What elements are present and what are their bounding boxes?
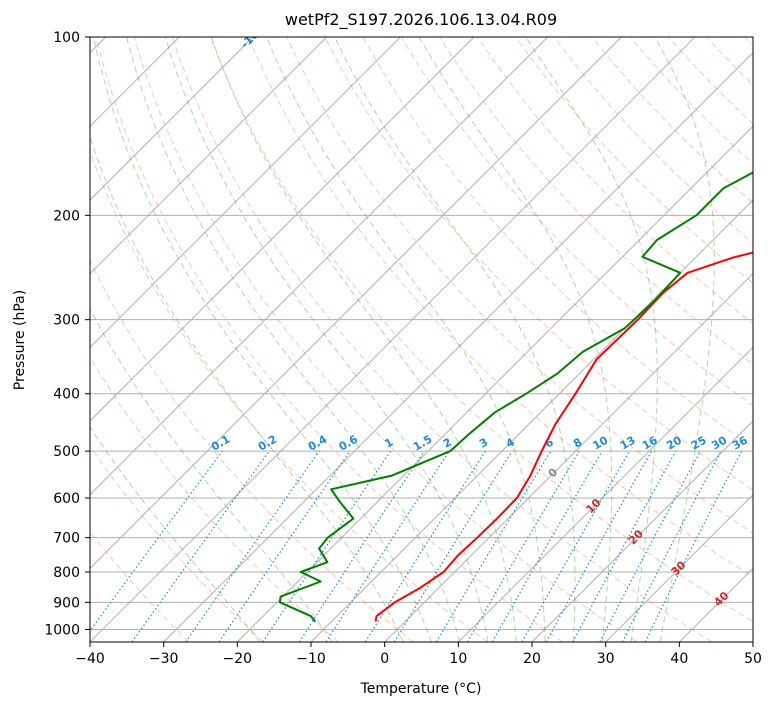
isotherm-line xyxy=(384,272,753,642)
moist-adiabat-line xyxy=(334,37,576,642)
isotherm-line xyxy=(605,493,753,642)
x-tick-label: 50 xyxy=(744,651,762,667)
y-tick-label: 200 xyxy=(53,208,80,224)
x-tick-label: −10 xyxy=(296,651,326,667)
dry-adiabat-line xyxy=(324,37,753,491)
temperature-profile-line xyxy=(374,251,753,622)
dry-adiabat-line xyxy=(591,37,753,204)
dry-adiabat-line xyxy=(133,37,638,642)
isotherm-line xyxy=(90,37,475,422)
dry-adiabat-line xyxy=(362,37,753,449)
dry-adiabat-line xyxy=(515,37,753,284)
isotherm-line xyxy=(457,346,753,642)
dry-adiabat-line xyxy=(477,37,753,325)
mixing-ratio-line xyxy=(393,450,513,642)
mixing-ratio-lines xyxy=(90,450,743,642)
dewpoint-profile-line xyxy=(278,171,753,623)
mixing-ratio-line xyxy=(545,450,653,642)
moist-adiabat-line xyxy=(164,37,489,642)
x-tick-label: 20 xyxy=(523,651,541,667)
y-tick-label: 900 xyxy=(53,595,80,611)
x-tick-label: 10 xyxy=(449,651,467,667)
isotherm-line xyxy=(90,37,254,201)
mixing-ratio-line xyxy=(435,450,552,642)
y-tick-label: 400 xyxy=(53,387,80,403)
dry-adiabat-line xyxy=(171,37,712,642)
y-tick-label: 500 xyxy=(53,444,80,460)
moist-adiabat-line xyxy=(90,135,404,642)
y-axis-label: Pressure (hPa) xyxy=(12,290,28,390)
y-tick-label: 100 xyxy=(53,30,80,46)
x-tick-label: −30 xyxy=(149,651,179,667)
isotherm-line xyxy=(163,51,753,642)
x-axis: −40 −30 −20 −10 0 10 20 30 40 50 xyxy=(75,642,762,667)
dry-adiabat-line xyxy=(210,37,753,623)
isotherm-line xyxy=(531,420,753,642)
x-tick-label: 40 xyxy=(670,651,688,667)
moist-adiabat-line xyxy=(90,426,261,642)
x-tick-label: 0 xyxy=(380,651,389,667)
mixing-ratio-line xyxy=(325,450,450,642)
moist-adiabat-line xyxy=(525,37,658,642)
chart-title: wetPf2_S197.2026.106.13.04.R09 xyxy=(285,10,557,30)
y-tick-label: 800 xyxy=(53,565,80,581)
plot-area: -100-90-80-70-60-50-40-30-20-10010203040… xyxy=(90,37,753,642)
isotherm-line xyxy=(310,199,753,642)
dry-adiabat-line xyxy=(400,37,753,407)
x-tick-label: −20 xyxy=(223,651,253,667)
y-tick-label: 1000 xyxy=(44,622,80,638)
mixing-ratio-line xyxy=(572,450,677,642)
moist-adiabat-line xyxy=(126,37,461,642)
dry-adiabat-line xyxy=(629,37,753,165)
y-tick-label: 300 xyxy=(53,313,80,329)
moist-adiabat-line xyxy=(92,37,432,642)
moist-adiabat-line xyxy=(654,37,715,642)
plot-frame xyxy=(89,36,754,643)
y-tick-label: 600 xyxy=(53,491,80,507)
profiles xyxy=(278,171,753,623)
dry-adiabats xyxy=(90,37,753,642)
mixing-ratio-line xyxy=(185,450,320,642)
mixing-ratio-line xyxy=(491,450,603,642)
dry-adiabat-line xyxy=(90,445,264,642)
mixing-ratio-line xyxy=(466,450,580,642)
isotherm-line xyxy=(236,125,753,642)
mixing-ratio-line xyxy=(131,450,270,642)
moist-adiabats xyxy=(90,37,715,642)
mixing-ratio-line xyxy=(521,450,631,642)
x-tick-label: −40 xyxy=(75,651,105,667)
isotherm-line xyxy=(90,37,328,275)
x-tick-label: 30 xyxy=(597,651,615,667)
x-axis-label: Temperature (°C) xyxy=(360,681,482,697)
isotherm-line xyxy=(90,37,696,642)
dry-adiabat-line xyxy=(95,37,563,642)
grid xyxy=(90,37,753,642)
isotherm-line xyxy=(90,37,622,570)
moist-adiabat-line xyxy=(266,37,546,642)
isotherm-line xyxy=(90,37,549,496)
isotherm-line xyxy=(90,37,401,349)
y-axis: 100 200 300 400 500 600 700 800 900 1000 xyxy=(44,30,90,638)
mixing-ratio-line xyxy=(90,450,223,632)
dry-adiabat-line xyxy=(90,259,414,642)
moist-adiabat-line xyxy=(418,37,613,642)
moist-adiabat-line xyxy=(90,308,333,642)
moist-adiabat-line xyxy=(210,37,517,642)
dry-adiabat-line xyxy=(248,37,753,578)
mixing-ratio-line xyxy=(218,450,351,642)
y-tick-label: 700 xyxy=(53,531,80,547)
